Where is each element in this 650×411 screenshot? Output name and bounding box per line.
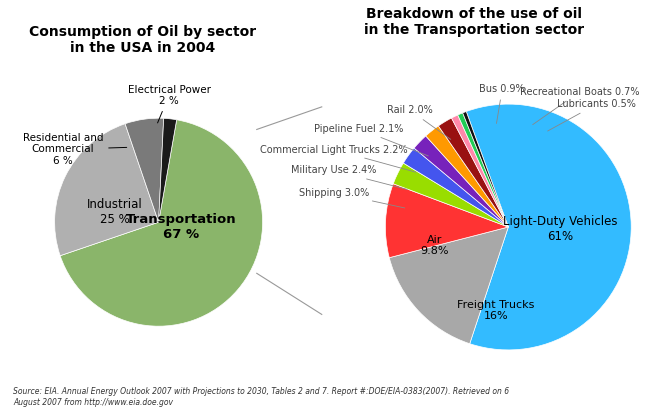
Text: Bus 0.9%: Bus 0.9% <box>479 84 525 123</box>
Wedge shape <box>389 227 508 344</box>
Wedge shape <box>414 136 508 227</box>
Text: Pipeline Fuel 2.1%: Pipeline Fuel 2.1% <box>314 124 428 156</box>
Wedge shape <box>55 124 159 256</box>
Wedge shape <box>452 115 508 227</box>
Wedge shape <box>393 163 508 227</box>
Text: Recreational Boats 0.7%: Recreational Boats 0.7% <box>520 87 640 125</box>
Wedge shape <box>60 120 263 326</box>
Text: Residential and
Commercial
6 %: Residential and Commercial 6 % <box>23 133 127 166</box>
Text: Light-Duty Vehicles
61%: Light-Duty Vehicles 61% <box>502 215 617 243</box>
Wedge shape <box>458 113 508 227</box>
Text: Rail 2.0%: Rail 2.0% <box>387 105 450 139</box>
Text: Freight Trucks
16%: Freight Trucks 16% <box>458 300 535 321</box>
Text: Shipping 3.0%: Shipping 3.0% <box>298 187 405 208</box>
Title: Consumption of Oil by sector
in the USA in 2004: Consumption of Oil by sector in the USA … <box>29 25 257 55</box>
Wedge shape <box>404 148 508 227</box>
Text: Air
9.8%: Air 9.8% <box>421 235 448 256</box>
Wedge shape <box>385 184 508 258</box>
Text: Military Use 2.4%: Military Use 2.4% <box>291 166 408 189</box>
Wedge shape <box>159 118 177 222</box>
Text: Electrical Power
2 %: Electrical Power 2 % <box>127 85 211 123</box>
Wedge shape <box>466 104 631 350</box>
Wedge shape <box>426 126 508 227</box>
Wedge shape <box>125 118 164 222</box>
Text: Industrial
25 %: Industrial 25 % <box>87 198 143 226</box>
Text: Lubricants 0.5%: Lubricants 0.5% <box>547 99 636 131</box>
Wedge shape <box>438 118 508 227</box>
Text: Source: EIA. Annual Energy Outlook 2007 with Projections to 2030, Tables 2 and 7: Source: EIA. Annual Energy Outlook 2007 … <box>13 388 509 407</box>
Text: Transportation
67 %: Transportation 67 % <box>126 213 237 241</box>
Title: Breakdown of the use of oil
in the Transportation sector: Breakdown of the use of oil in the Trans… <box>365 7 584 37</box>
Wedge shape <box>463 111 508 227</box>
Text: Commercial Light Trucks 2.2%: Commercial Light Trucks 2.2% <box>260 145 416 172</box>
